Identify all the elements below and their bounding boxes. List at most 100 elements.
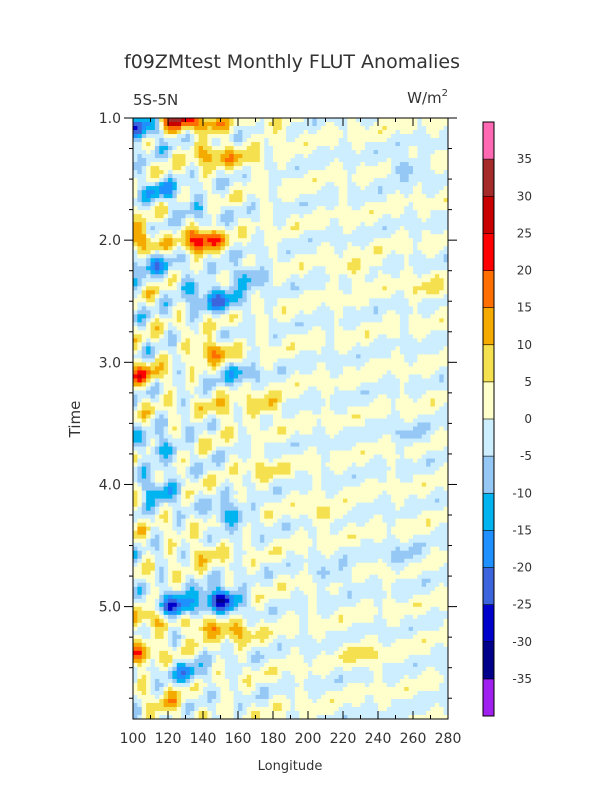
field-cell bbox=[434, 334, 440, 339]
field-cell bbox=[198, 294, 204, 299]
field-cell bbox=[194, 214, 200, 219]
field-cell bbox=[413, 158, 418, 163]
field-cell bbox=[255, 286, 261, 291]
field-cell bbox=[281, 182, 287, 187]
field-cell bbox=[281, 234, 287, 239]
field-cell bbox=[386, 274, 392, 279]
field-cell bbox=[391, 162, 397, 167]
field-cell bbox=[259, 374, 265, 380]
field-cell bbox=[146, 318, 152, 323]
field-cell bbox=[329, 234, 335, 239]
field-cell bbox=[351, 378, 357, 384]
field-cell bbox=[220, 138, 226, 143]
field-cell bbox=[168, 142, 173, 147]
field-cell bbox=[229, 138, 235, 143]
field-cell bbox=[325, 250, 331, 255]
field-cell bbox=[194, 186, 200, 191]
field-cell bbox=[246, 254, 252, 259]
field-cell bbox=[181, 194, 187, 199]
field-cell bbox=[229, 390, 235, 396]
field-cell bbox=[303, 210, 309, 215]
field-cell bbox=[242, 218, 248, 223]
field-cell bbox=[281, 258, 287, 263]
field-cell bbox=[421, 234, 427, 239]
field-cell bbox=[434, 118, 440, 123]
field-cell bbox=[404, 310, 410, 315]
field-cell bbox=[356, 142, 362, 147]
field-cell bbox=[137, 210, 143, 215]
field-cell bbox=[246, 198, 252, 203]
field-cell bbox=[163, 230, 169, 235]
field-cell bbox=[229, 358, 235, 364]
field-cell bbox=[198, 338, 204, 343]
field-cell bbox=[316, 250, 322, 255]
field-cell bbox=[255, 178, 261, 183]
field-cell bbox=[404, 378, 410, 384]
field-cell bbox=[430, 342, 436, 347]
field-cell bbox=[259, 166, 265, 171]
field-cell bbox=[189, 146, 195, 151]
field-cell bbox=[391, 226, 397, 231]
field-cell bbox=[364, 290, 370, 295]
field-cell bbox=[329, 274, 335, 279]
field-cell bbox=[321, 154, 327, 159]
field-cell bbox=[238, 238, 243, 243]
field-cell bbox=[198, 266, 204, 271]
field-cell bbox=[154, 234, 160, 239]
field-cell bbox=[347, 238, 353, 243]
field-cell bbox=[194, 266, 200, 271]
field-cell bbox=[268, 134, 274, 139]
field-cell bbox=[238, 122, 243, 127]
field-cell bbox=[343, 378, 348, 384]
field-cell bbox=[373, 390, 379, 396]
field-cell bbox=[211, 318, 217, 323]
field-cell bbox=[168, 218, 173, 223]
field-cell bbox=[439, 194, 445, 199]
field-cell bbox=[378, 146, 383, 151]
field-cell bbox=[259, 282, 265, 287]
field-cell bbox=[259, 118, 265, 123]
field-cell bbox=[325, 150, 331, 155]
field-cell bbox=[347, 302, 353, 307]
field-cell bbox=[268, 278, 274, 283]
field-cell bbox=[189, 254, 195, 259]
field-cell bbox=[399, 350, 405, 355]
field-cell bbox=[281, 226, 287, 231]
field-cell bbox=[343, 330, 348, 335]
field-cell bbox=[382, 354, 388, 359]
field-cell bbox=[373, 214, 379, 219]
field-cell bbox=[369, 326, 375, 331]
field-cell bbox=[181, 342, 187, 347]
field-cell bbox=[439, 186, 445, 191]
field-cell bbox=[347, 270, 353, 275]
field-cell bbox=[356, 310, 362, 315]
field-cell bbox=[378, 286, 383, 291]
field-cell bbox=[408, 278, 414, 283]
field-cell bbox=[369, 138, 375, 143]
field-cell bbox=[399, 258, 405, 263]
field-cell bbox=[343, 250, 348, 255]
field-cell bbox=[246, 218, 252, 223]
field-cell bbox=[308, 302, 313, 307]
field-cell bbox=[268, 198, 274, 203]
field-cell bbox=[378, 362, 383, 368]
field-cell bbox=[194, 294, 200, 299]
field-cell bbox=[203, 226, 208, 231]
field-cell bbox=[203, 258, 208, 263]
field-cell bbox=[229, 346, 235, 351]
field-cell bbox=[303, 322, 309, 327]
field-cell bbox=[172, 230, 178, 235]
field-cell bbox=[246, 334, 252, 339]
field-cell bbox=[334, 210, 340, 215]
field-cell bbox=[233, 242, 239, 247]
field-cell bbox=[373, 222, 379, 227]
field-cell bbox=[321, 178, 327, 183]
field-cell bbox=[404, 374, 410, 380]
field-cell bbox=[369, 178, 375, 183]
field-cell bbox=[404, 314, 410, 319]
field-cell bbox=[172, 270, 178, 275]
field-cell bbox=[421, 198, 427, 203]
field-cell bbox=[189, 130, 195, 135]
field-cell bbox=[277, 258, 283, 263]
field-cell bbox=[273, 134, 278, 139]
